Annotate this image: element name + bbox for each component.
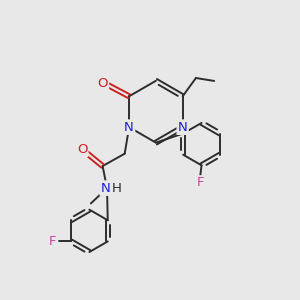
- Text: N: N: [101, 182, 110, 195]
- Text: O: O: [98, 77, 108, 90]
- Text: F: F: [49, 235, 56, 248]
- Text: H: H: [112, 182, 122, 195]
- Text: O: O: [77, 143, 87, 156]
- Text: N: N: [178, 121, 188, 134]
- Text: N: N: [124, 121, 134, 134]
- Text: F: F: [196, 176, 204, 190]
